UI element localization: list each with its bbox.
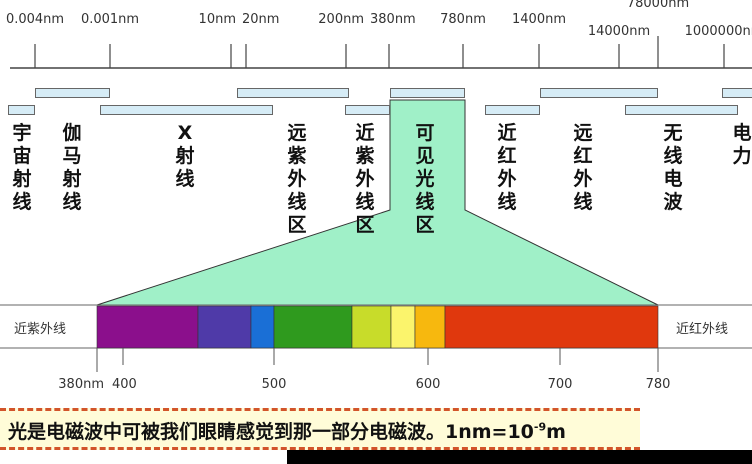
- axis-tick-label: 1400nm: [512, 12, 566, 27]
- band-range-bar: [390, 88, 465, 98]
- note-unit: m: [546, 421, 566, 443]
- note-text: 光是电磁波中可被我们眼睛感觉到那一部分电磁波。1nm=10: [8, 421, 534, 443]
- spectrum-color-segment: [273, 305, 353, 349]
- band-range-bar: [540, 88, 658, 98]
- axis-tick-label: 380nm: [370, 12, 416, 27]
- definition-note: 光是电磁波中可被我们眼睛感觉到那一部分电磁波。1nm=10-9m: [0, 408, 640, 450]
- band-range-bar: [345, 105, 390, 115]
- spectrum-tick-label: 380nm: [58, 377, 104, 392]
- band-label: 宇宙射线: [12, 122, 32, 213]
- band-range-bar: [100, 105, 273, 115]
- spectrum-tick-label: 700: [547, 377, 573, 392]
- axis-tick-label: 1000000nm: [684, 24, 752, 39]
- band-label: 电力: [732, 122, 752, 167]
- spectrum-tick-label: 780: [645, 377, 671, 392]
- black-band: [287, 450, 752, 464]
- band-label: 近紫外线区: [355, 122, 375, 236]
- band-label: 远紫外线区: [287, 122, 307, 236]
- spectrum-color-segment: [444, 305, 659, 349]
- axis-tick-label: 0.001nm: [80, 12, 140, 27]
- band-label: X射线: [175, 122, 195, 190]
- near-uv-label: 近紫外线: [14, 322, 67, 337]
- axis-tick-label: 200nm: [318, 12, 364, 27]
- spectrum-color-segment: [351, 305, 392, 349]
- band-range-bar: [722, 88, 752, 98]
- axis-tick-label: 20nm: [242, 12, 280, 27]
- band-range-bar: [625, 105, 738, 115]
- spectrum-tick-label: 400: [112, 377, 137, 392]
- band-label: 可见光线区: [415, 122, 435, 236]
- spectrum-color-segment: [96, 305, 199, 349]
- band-label: 近红外线: [497, 122, 517, 213]
- spectrum-color-segment: [414, 305, 446, 349]
- band-range-bar: [237, 88, 349, 98]
- band-label: 远红外线: [573, 122, 593, 213]
- axis-tick-label: 0.004nm: [5, 12, 65, 27]
- note-exponent: -9: [533, 420, 547, 434]
- axis-tick-label: 10nm: [198, 12, 236, 27]
- band-label: 无线电波: [663, 122, 683, 213]
- axis-tick-label: 78000nm: [626, 0, 690, 11]
- band-range-bar: [35, 88, 110, 98]
- band-label: 伽马射线: [62, 122, 82, 213]
- band-range-bar: [8, 105, 35, 115]
- band-range-bar: [485, 105, 540, 115]
- spectrum-color-segment: [250, 305, 275, 349]
- axis-tick-label: 14000nm: [587, 24, 651, 39]
- spectrum-color-segment: [390, 305, 416, 349]
- near-ir-label: 近红外线: [676, 322, 729, 337]
- spectrum-tick-label: 600: [415, 377, 441, 392]
- axis-tick-label: 780nm: [440, 12, 486, 27]
- spectrum-tick-label: 500: [261, 377, 287, 392]
- spectrum-color-segment: [197, 305, 252, 349]
